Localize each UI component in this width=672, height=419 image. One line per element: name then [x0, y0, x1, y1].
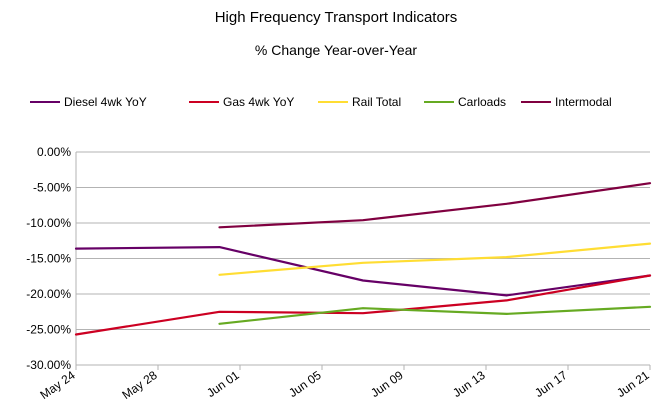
legend-label-carloads: Carloads — [458, 95, 507, 109]
data-point — [362, 312, 364, 314]
series-line-rail-total — [218, 242, 652, 276]
data-point — [505, 203, 508, 205]
y-tick-label: -25.00% — [26, 323, 71, 337]
series-line-intermodal — [218, 182, 652, 229]
x-tick-label: Jun 21 — [614, 368, 652, 400]
data-point — [649, 305, 651, 308]
data-point — [362, 261, 364, 264]
data-point — [75, 247, 77, 250]
legend-item-rail: Rail Total — [318, 92, 401, 112]
legend-label-gas: Gas 4wk YoY — [223, 95, 295, 109]
legend-item-diesel: Diesel 4wk YoY — [30, 92, 147, 112]
data-point — [505, 313, 508, 315]
legend-swatch-diesel — [30, 101, 60, 103]
legend-item-carloads: Carloads — [424, 92, 506, 112]
data-point — [362, 219, 364, 221]
data-point — [505, 294, 508, 297]
x-tick-label: Jun 17 — [532, 368, 570, 400]
x-tick-label: Jun 05 — [286, 368, 324, 400]
chart-subtitle: % Change Year-over-Year — [254, 42, 418, 58]
data-point — [505, 299, 508, 302]
y-tick-label: -5.00% — [33, 181, 71, 195]
gridlines — [75, 151, 651, 370]
legend-label-diesel: Diesel 4wk YoY — [64, 95, 147, 109]
y-tick-label: 0.00% — [37, 145, 71, 159]
y-tick-label: -30.00% — [26, 358, 71, 372]
series-lines — [74, 182, 652, 336]
legend-swatch-gas — [189, 101, 219, 103]
series-line-diesel-4wk-yoy — [74, 246, 652, 297]
data-point — [75, 333, 77, 336]
x-tick-label: Jun 09 — [368, 368, 406, 400]
data-point — [505, 256, 508, 258]
legend-label-rail: Rail Total — [352, 95, 402, 109]
data-point — [362, 307, 364, 310]
x-axis-ticks: May 24 May 28 Jun 01 Jun 05 Jun 09 Jun 13 Jun … — [37, 368, 652, 402]
data-point — [649, 242, 651, 245]
y-tick-label: -10.00% — [26, 216, 71, 230]
data-point — [362, 279, 364, 282]
legend-item-gas: Gas 4wk YoY — [189, 92, 294, 112]
data-point — [649, 274, 651, 277]
y-tick-label: -15.00% — [26, 252, 71, 266]
x-tick-label: May 28 — [119, 368, 160, 402]
legend-label-intermodal: Intermodal — [555, 95, 612, 109]
legend-swatch-carloads — [424, 101, 454, 103]
y-tick-label: -20.00% — [26, 287, 71, 301]
x-tick-label: Jun 01 — [204, 368, 242, 400]
x-tick-label: Jun 13 — [450, 368, 488, 400]
data-point — [218, 323, 221, 325]
legend-swatch-intermodal — [521, 101, 551, 103]
series-line-carloads — [218, 305, 652, 325]
data-point — [218, 246, 221, 248]
data-point — [649, 182, 651, 185]
data-point — [218, 310, 221, 313]
chart-title: High Frequency Transport Indicators — [214, 9, 458, 26]
legend-item-intermodal: Intermodal — [521, 92, 612, 112]
data-point — [218, 226, 221, 229]
y-axis-ticks: 0.00% -5.00% -10.00% -15.00% -20.00% -25.00% -… — [26, 145, 71, 372]
legend-swatch-rail — [318, 101, 348, 103]
x-tick-label: May 24 — [37, 368, 78, 402]
data-point — [218, 274, 221, 276]
series-line-gas-4wk-yoy — [74, 274, 652, 336]
legend: Diesel 4wk YoY Gas 4wk YoY Rail Total Ca… — [0, 92, 672, 112]
